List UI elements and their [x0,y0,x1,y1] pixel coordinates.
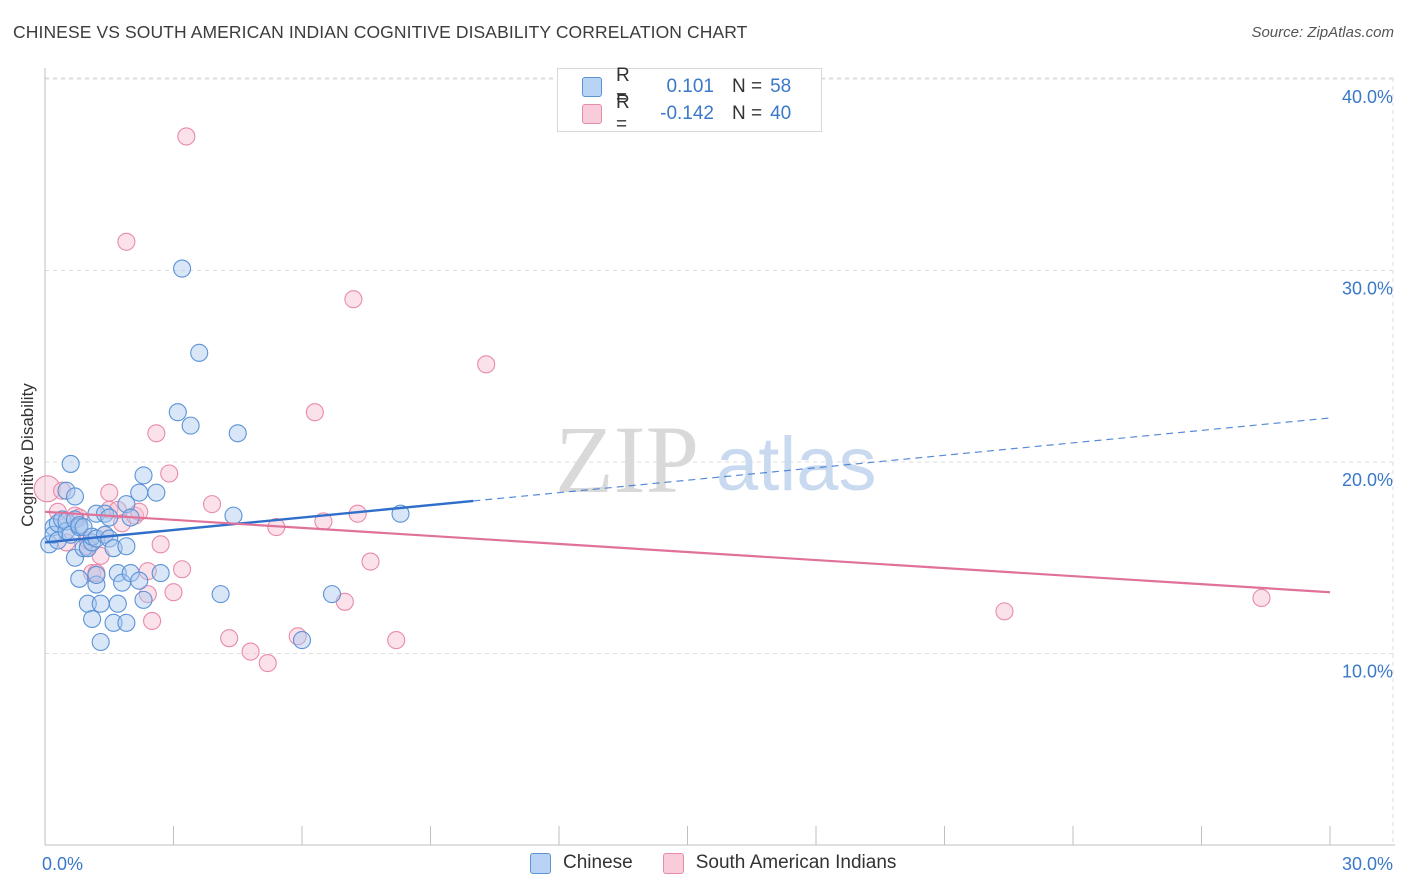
chinese-point [130,483,149,502]
watermark: ZIP atlas [555,406,877,513]
sai-point [241,642,260,661]
legend-row-sai: R = -0.142 N = 40 [582,92,792,135]
sai-point [387,631,406,650]
sai-trend [44,510,1331,594]
chinese-point [181,416,200,435]
legend-label-chinese: Chinese [563,852,633,873]
chinese-point [87,565,106,585]
sai-point [1252,588,1271,608]
chinese-point [151,564,170,583]
chinese-point [134,466,153,485]
chinese-point [117,495,136,514]
y-tick-label: 10.0% [1342,662,1393,682]
trend-lines [44,417,1331,594]
legend-n-label: N = [732,103,763,124]
sai-point [143,611,162,630]
chinese-point [108,564,127,583]
chinese-trend-solid [44,499,474,544]
sai-point [203,495,222,514]
y-axis-label: Cognitive Disability [18,383,37,527]
x-tick-label: 30.0% [1342,854,1393,874]
sai-point [164,583,183,602]
legend-n-label: N = [732,76,763,97]
y-tick-label: 20.0% [1342,470,1393,490]
sai-point [258,654,277,673]
chinese-point [292,631,312,650]
sai-point [151,535,170,554]
legend-n-value: 40 [770,103,792,124]
sai-point [220,629,239,648]
chinese-point [65,487,85,506]
chinese-point [100,529,119,548]
sai-point [344,290,363,309]
chinese-point [100,508,119,527]
chinese-point [108,594,127,613]
chinese-point [228,424,247,443]
sai-point [147,424,166,443]
chart-title: CHINESE VS SOUTH AMERICAN INDIAN COGNITI… [13,22,748,42]
sai-point [160,464,179,483]
chinese-point [130,571,149,590]
chinese-point [190,343,209,362]
chinese-point [87,575,106,594]
sai-point [361,552,380,571]
chinese-point [117,537,136,556]
series-legend: Chinese South American Indians [530,852,926,874]
chinese-point [61,454,80,473]
sai-point [177,127,196,146]
legend-row-chinese: R = 0.101 N = 58 [582,65,792,108]
chinese-swatch [530,852,551,874]
chinese-point [83,609,102,629]
chinese-point [91,632,110,652]
sai-swatch [662,852,684,874]
x-tick-label: 0.0% [42,854,83,874]
chinese-point [40,535,59,554]
correlation-legend: R = 0.101 N = 58 R = -0.142 N = 40 [557,65,822,135]
legend-label-sai: South American Indians [695,852,897,873]
legend-item-sai[interactable]: South American Indians [662,852,897,874]
y-tick-label: 30.0% [1342,279,1393,299]
chinese-point [134,590,153,609]
legend-r-value: -0.142 [660,103,714,124]
sai-point [117,232,136,251]
legend-n-value: 58 [770,76,792,97]
sai-point [995,602,1014,621]
chinese-point [168,403,187,422]
legend-r-value: 0.101 [666,76,714,97]
sai-point [477,355,496,374]
chinese-point [70,569,89,588]
chinese-point [104,613,123,632]
chinese-point [322,585,342,604]
legend-r-label: R = [616,65,630,108]
sai-swatch [582,104,602,124]
series-chinese [40,259,410,652]
legend-r-label: R = [616,92,630,135]
tick-labels: 10.0% 20.0% 30.0% 40.0% 0.0% 30.0% [42,87,1393,874]
legend-item-chinese[interactable]: Chinese [530,852,633,874]
sai-point [33,475,61,503]
chinese-point [173,259,192,278]
axes [44,68,1395,846]
chinese-point [147,483,166,502]
source-label: Source: ZipAtlas.com [1251,24,1394,41]
sai-point [100,483,119,502]
chinese-swatch [582,77,602,97]
y-tick-label: 40.0% [1342,87,1393,107]
chinese-point [91,594,110,613]
watermark-atlas: atlas [716,422,877,507]
watermark-zip: ZIP [555,406,699,513]
chinese-point [211,585,230,604]
sai-point [305,403,324,422]
chinese-point [117,613,136,632]
sai-point [173,560,192,579]
chinese-point [224,506,243,525]
